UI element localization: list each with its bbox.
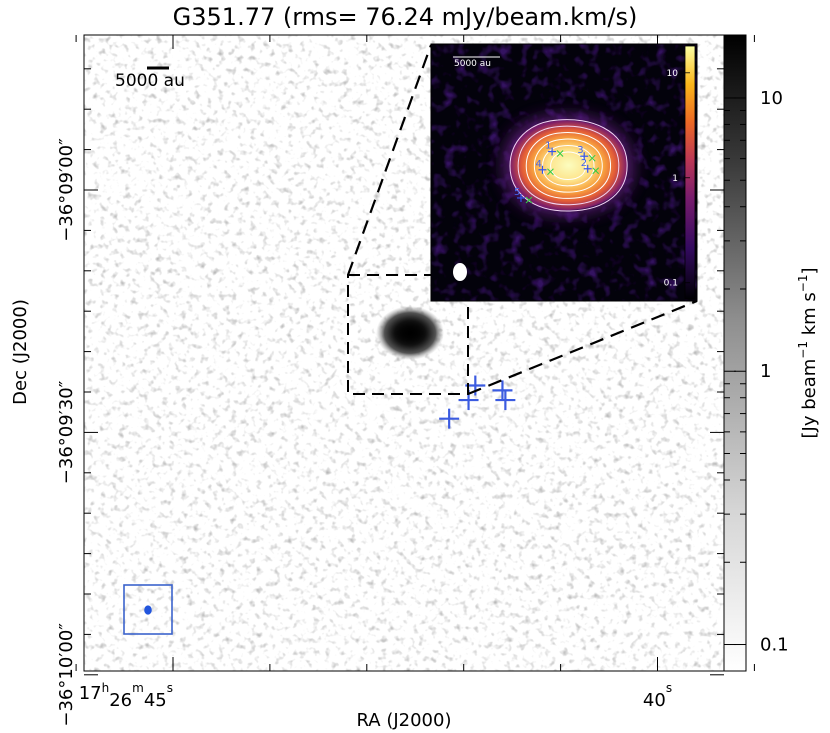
y-axis-label: Dec (J2000) xyxy=(10,299,31,405)
colorbar-ticks: 0.1 1 10 xyxy=(724,88,789,656)
beam-ellipse xyxy=(144,605,152,615)
x-tick-unit: h xyxy=(102,681,110,695)
inset-colorbar-ticks: 0.1 1 10 xyxy=(664,69,690,289)
inset-contour xyxy=(550,151,587,181)
x-tick-unit: m xyxy=(132,681,144,695)
zoom-box xyxy=(347,274,469,395)
inset-contour xyxy=(517,125,620,206)
colorbar-tick-label: 0.1 xyxy=(760,635,789,656)
zoom-connector-bottom xyxy=(467,299,698,396)
y-tick-label: −36°09′30″ xyxy=(56,380,77,484)
inset-beam xyxy=(453,263,467,281)
colorbar-label-end: ] xyxy=(799,268,820,275)
colorbar-label-unit: [Jy beam xyxy=(799,359,820,439)
inset-core-label: 2 xyxy=(581,158,587,169)
inset-scale-bar-label: 5000 au xyxy=(454,59,491,69)
x-tick-label: 40s xyxy=(643,681,672,711)
inset-core-label: 5 xyxy=(514,187,520,198)
x-tick-value: 17 xyxy=(79,683,102,704)
inset-colorbar-tick-label: 1 xyxy=(672,174,678,184)
scale-bar-label: 5000 au xyxy=(115,71,185,91)
inset-contour xyxy=(509,119,628,212)
inset-peak-marker-b xyxy=(588,154,596,162)
colorbar-label: [Jy beam−1 km s−1] xyxy=(796,268,820,439)
inset-emission xyxy=(510,120,628,211)
x-axis-label: RA (J2000) xyxy=(357,710,452,731)
x-tick-value: 45 xyxy=(144,690,167,711)
inset-core-markers: 1 2 3 4 5 xyxy=(514,141,600,204)
x-tick-value: 26 xyxy=(109,690,132,711)
zoom-connector-top xyxy=(346,44,433,276)
inset-contour xyxy=(533,138,603,193)
main-ticks xyxy=(75,35,755,676)
colorbar-tick-label: 10 xyxy=(760,88,783,109)
colorbar-frame xyxy=(723,34,747,672)
inset-contour xyxy=(525,132,611,199)
inset-map: 1 2 3 4 5 5000 au 0.1 1 10 xyxy=(430,43,698,302)
inset-colorbar xyxy=(684,45,696,300)
chart-title: G351.77 (rms= 76.24 mJy/beam.km/s) xyxy=(173,3,638,31)
x-tick-value: 40 xyxy=(643,690,666,711)
inset-contours xyxy=(509,119,628,212)
inset-core-label: 1 xyxy=(545,141,551,152)
inset-peak-marker-b xyxy=(525,196,533,204)
inset-core-label: 3 xyxy=(577,145,583,156)
inset-colorbar-tick-label: 10 xyxy=(667,69,679,79)
colorbar-gradient xyxy=(724,35,746,671)
y-tick-label: −36°09′00″ xyxy=(56,138,77,242)
source-core xyxy=(392,321,428,345)
x-tick-unit: s xyxy=(167,681,173,695)
y-tick-label: −36°10′00″ xyxy=(56,623,77,727)
y-tick-labels: −36°09′00″ −36°09′30″ −36°10′00″ xyxy=(56,138,77,727)
inset-frame xyxy=(430,43,698,302)
colorbar-tick-label: 1 xyxy=(760,361,771,382)
inset-peak-marker-b xyxy=(592,167,600,175)
colorbar-label-exp1: −1 xyxy=(796,341,810,359)
colorbar-label-mid: km s xyxy=(799,292,820,341)
inset-peak-marker-b xyxy=(556,150,564,157)
beam-box xyxy=(123,584,173,635)
x-tick-label: 17h26m45s xyxy=(79,681,173,711)
inset-colorbar-tick-label: 0.1 xyxy=(664,279,678,289)
inset-core-label: 4 xyxy=(535,159,541,170)
x-tick-unit: s xyxy=(666,681,672,695)
colorbar-label-exp2: −1 xyxy=(796,275,810,293)
inset-peak-marker-b xyxy=(547,168,554,176)
inset-contour xyxy=(541,145,595,187)
